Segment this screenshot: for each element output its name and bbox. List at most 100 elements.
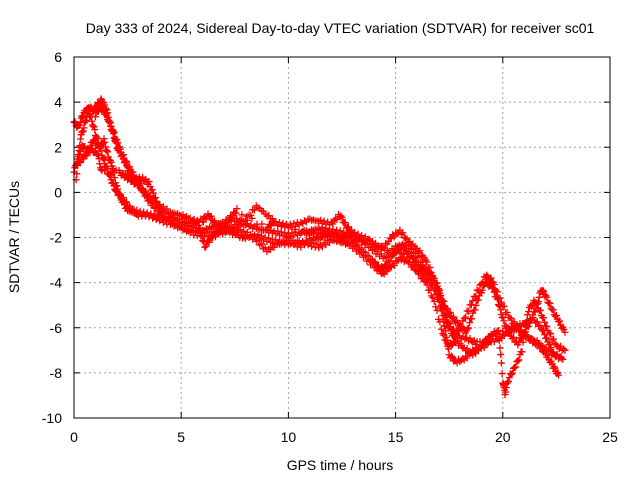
data-point bbox=[365, 255, 373, 263]
data-point bbox=[466, 319, 474, 327]
data-point bbox=[233, 205, 241, 213]
data-point bbox=[456, 320, 464, 328]
data-point bbox=[80, 124, 88, 132]
data-point bbox=[510, 333, 518, 341]
data-point bbox=[496, 302, 504, 310]
chart-title: Day 333 of 2024, Sidereal Day-to-day VTE… bbox=[86, 20, 595, 36]
data-point bbox=[110, 182, 118, 190]
data-point bbox=[106, 118, 114, 126]
data-point bbox=[76, 147, 84, 155]
data-point bbox=[109, 130, 117, 138]
data-point bbox=[515, 327, 523, 335]
data-point bbox=[556, 317, 564, 325]
data-point bbox=[503, 308, 511, 316]
data-point bbox=[240, 220, 248, 228]
data-point bbox=[561, 328, 569, 336]
data-point bbox=[236, 222, 244, 230]
data-point bbox=[513, 322, 521, 330]
data-point bbox=[420, 277, 428, 285]
data-point bbox=[447, 341, 455, 349]
y-tick-label: -4 bbox=[50, 275, 63, 291]
data-point bbox=[533, 318, 541, 326]
data-point bbox=[93, 133, 101, 141]
data-point bbox=[541, 318, 549, 326]
data-point bbox=[550, 363, 558, 371]
data-point bbox=[423, 281, 431, 289]
data-point bbox=[508, 369, 516, 377]
data-point bbox=[76, 142, 84, 150]
data-point bbox=[221, 222, 229, 230]
data-point bbox=[433, 279, 441, 287]
data-point bbox=[483, 271, 491, 279]
data-point bbox=[82, 116, 90, 124]
data-point bbox=[312, 233, 320, 241]
data-point bbox=[108, 127, 116, 135]
data-point bbox=[163, 205, 171, 213]
data-point bbox=[100, 135, 108, 143]
data-point bbox=[94, 150, 102, 158]
data-point bbox=[551, 364, 559, 372]
x-tick-label: 20 bbox=[495, 429, 511, 445]
x-tick-label: 10 bbox=[281, 429, 297, 445]
data-point bbox=[443, 313, 451, 321]
data-point bbox=[112, 139, 120, 147]
data-point bbox=[123, 198, 131, 206]
data-point bbox=[509, 319, 517, 327]
data-point bbox=[472, 301, 480, 309]
data-point bbox=[112, 186, 120, 194]
data-point bbox=[512, 363, 520, 371]
data-point bbox=[232, 209, 240, 217]
data-point bbox=[536, 306, 544, 314]
data-point bbox=[460, 314, 468, 322]
data-point bbox=[195, 224, 203, 232]
data-point bbox=[463, 325, 471, 333]
data-point bbox=[471, 306, 479, 314]
data-point bbox=[557, 353, 565, 361]
data-point bbox=[464, 307, 472, 315]
data-point bbox=[515, 356, 523, 364]
y-axis-label: SDTVAR / TECUs bbox=[6, 181, 22, 293]
y-tick-label: 2 bbox=[54, 139, 62, 155]
data-point bbox=[549, 306, 557, 314]
data-point bbox=[258, 232, 266, 240]
data-point bbox=[502, 388, 510, 396]
data-point bbox=[75, 147, 83, 155]
data-point bbox=[107, 158, 115, 166]
data-point bbox=[446, 320, 454, 328]
data-point bbox=[179, 215, 187, 223]
data-point bbox=[201, 243, 209, 251]
data-point bbox=[121, 171, 129, 179]
data-point bbox=[199, 218, 207, 226]
tick-labels: 0 5 10 15 20 25 -10 -8 -6 -4 -2 0 2 4 6 bbox=[42, 49, 618, 445]
data-point bbox=[258, 240, 266, 248]
data-point bbox=[390, 233, 398, 241]
data-point bbox=[430, 297, 438, 305]
data-point bbox=[495, 336, 503, 344]
y-tick-label: 6 bbox=[54, 49, 62, 65]
data-point bbox=[106, 122, 114, 130]
data-point bbox=[439, 301, 447, 309]
x-tick-label: 15 bbox=[388, 429, 404, 445]
data-point bbox=[414, 270, 422, 278]
data-point bbox=[543, 334, 551, 342]
data-point bbox=[416, 247, 424, 255]
data-point bbox=[254, 230, 262, 238]
data-point bbox=[436, 318, 444, 326]
data-point bbox=[76, 118, 84, 126]
data-point bbox=[399, 229, 407, 237]
data-point bbox=[440, 331, 448, 339]
x-tick-label: 25 bbox=[602, 429, 618, 445]
data-point bbox=[546, 340, 554, 348]
data-point bbox=[490, 288, 498, 296]
data-point bbox=[338, 213, 346, 221]
data-point bbox=[507, 370, 515, 378]
data-point bbox=[91, 126, 99, 134]
data-point bbox=[189, 217, 197, 225]
data-point bbox=[482, 336, 490, 344]
data-point bbox=[287, 222, 295, 230]
data-point bbox=[149, 189, 157, 197]
data-point bbox=[96, 160, 104, 168]
data-point bbox=[344, 223, 352, 231]
data-point bbox=[76, 159, 84, 167]
data-point bbox=[427, 292, 435, 300]
